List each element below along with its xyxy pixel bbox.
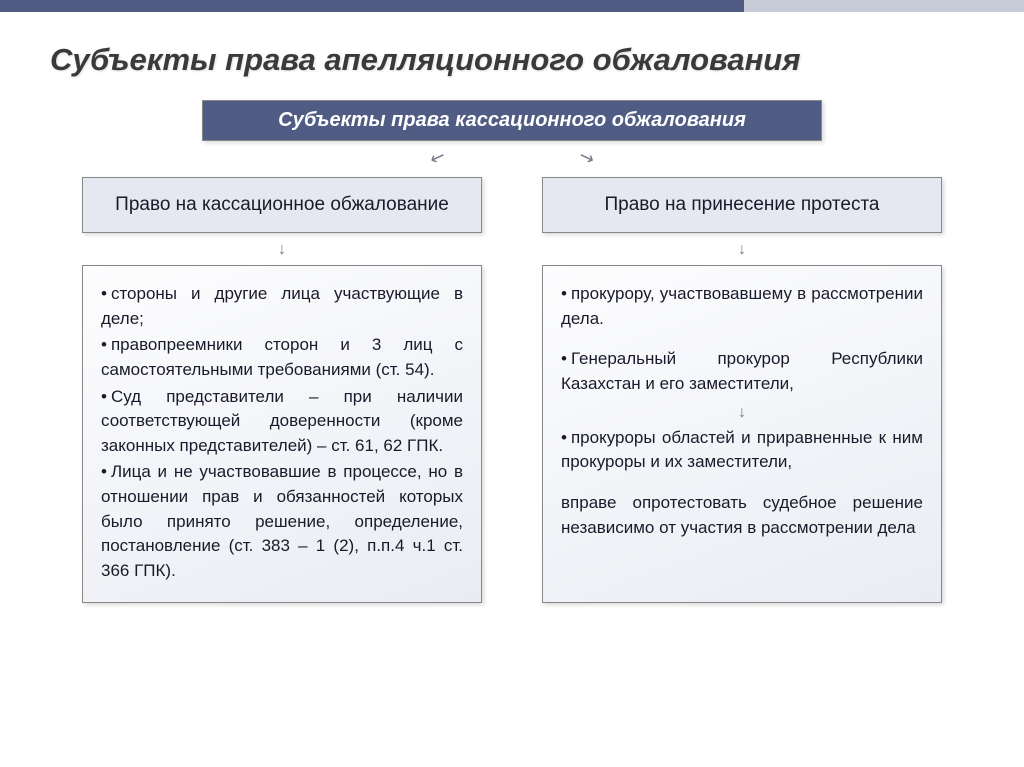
slide-title: Субъекты права апелляционного обжаловани… [50, 42, 974, 78]
left-list: стороны и другие лица участвующие в деле… [101, 282, 463, 584]
right-branch-node: Право на принесение протеста [542, 177, 942, 233]
right-content-box: прокурору, участвовавшему в рассмотрении… [542, 265, 942, 603]
arrow-down-icon: ↓ [82, 241, 482, 259]
slide-body: Субъекты права апелляционного обжаловани… [0, 12, 1024, 623]
down-arrows-row: ↓ ↓ [50, 241, 974, 259]
arrow-down-left-icon: ↙ [427, 145, 448, 170]
arrow-down-icon: ↓ [561, 399, 923, 426]
slide-top-border [0, 0, 1024, 12]
list-item: прокуроры областей и приравненные к ним … [561, 426, 923, 475]
right-list: прокурору, участвовавшему в рассмотрении… [561, 282, 923, 331]
branch-row: Право на кассационное обжалование Право … [50, 177, 974, 233]
arrow-down-icon: ↓ [542, 241, 942, 259]
root-node: Субъекты права кассационного обжалования [202, 100, 822, 141]
list-item: стороны и другие лица участвующие в деле… [101, 282, 463, 331]
left-branch-node: Право на кассационное обжалование [82, 177, 482, 233]
list-item: прокурору, участвовавшему в рассмотрении… [561, 282, 923, 331]
list-item: правопреемники сторон и 3 лиц с самостоя… [101, 333, 463, 382]
right-tail-text: вправе опротестовать судебное решение не… [561, 491, 923, 540]
left-content-box: стороны и другие лица участвующие в деле… [82, 265, 482, 603]
list-item: Лица и не участвовавшие в процессе, но в… [101, 460, 463, 583]
content-row: стороны и другие лица участвующие в деле… [50, 265, 974, 603]
right-list: прокуроры областей и приравненные к ним … [561, 426, 923, 475]
list-item: Суд представители – при наличии соответс… [101, 385, 463, 459]
list-item: Генеральный прокурор Республики Казахста… [561, 347, 923, 396]
right-list: Генеральный прокурор Республики Казахста… [561, 347, 923, 396]
arrow-down-right-icon: ↘ [576, 145, 597, 170]
diagonal-arrows: ↙ ↘ [50, 149, 974, 173]
